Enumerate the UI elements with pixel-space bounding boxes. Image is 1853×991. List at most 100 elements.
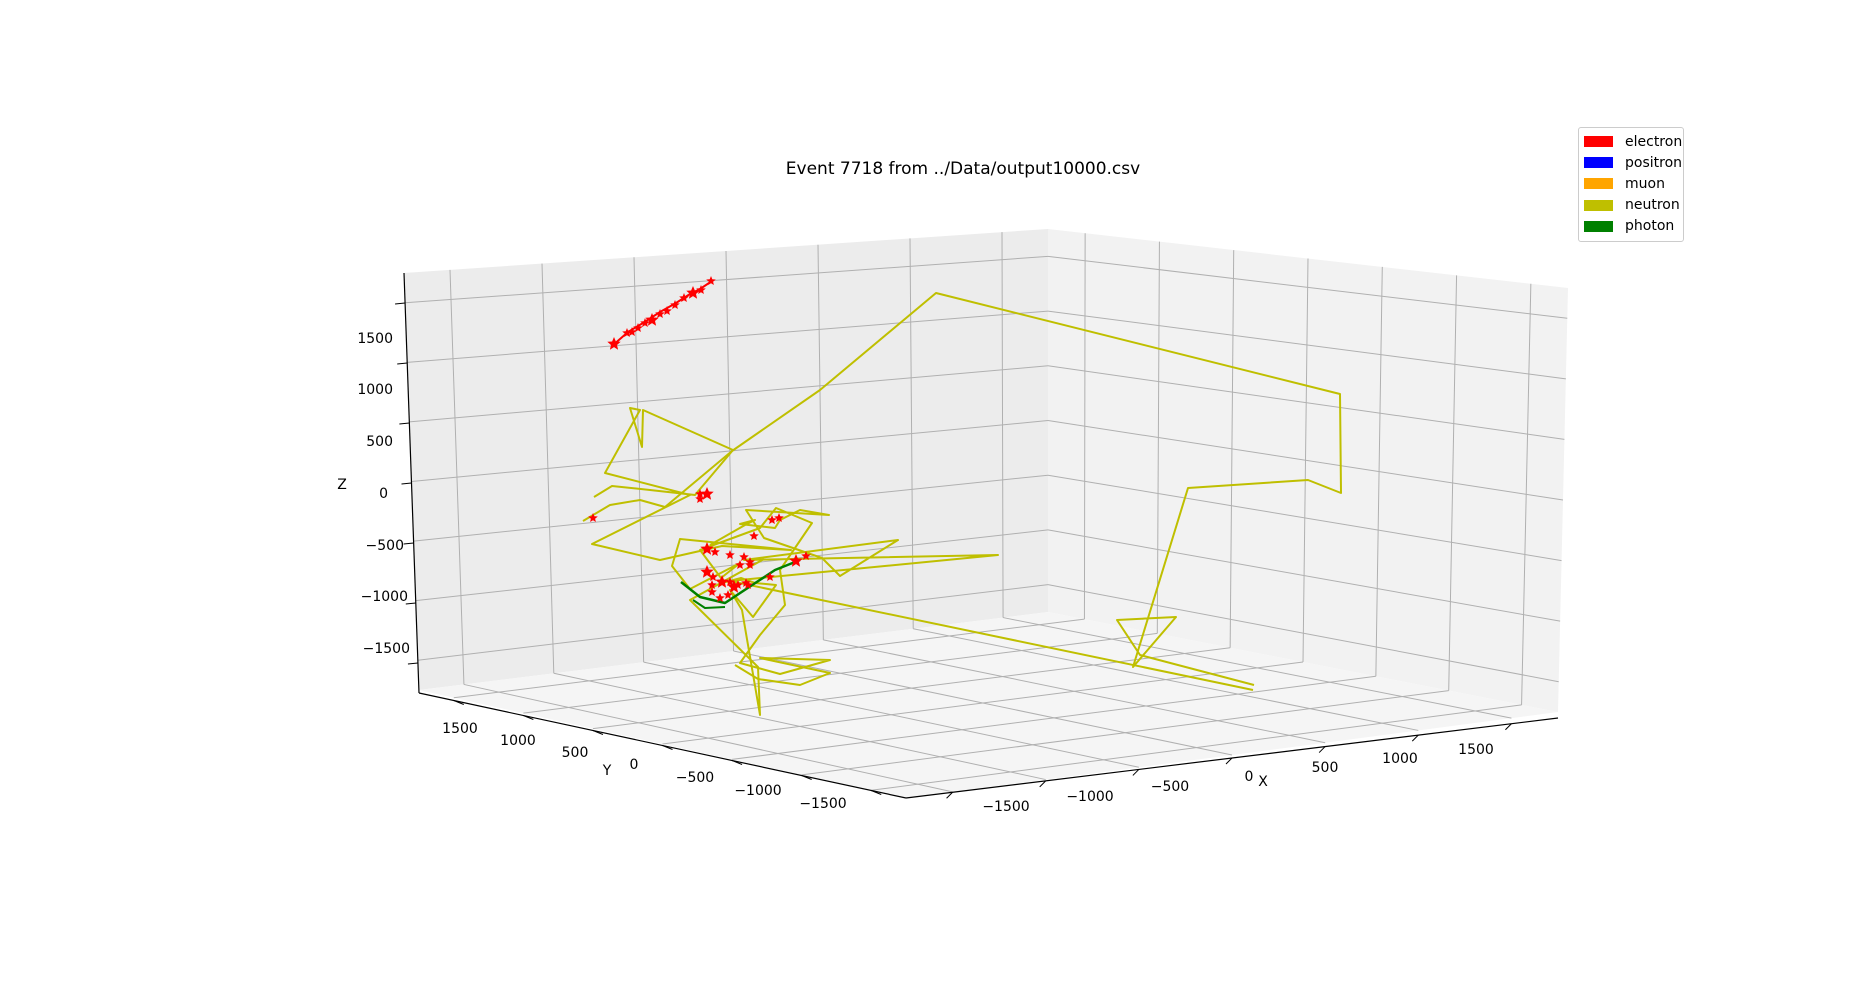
z-tick xyxy=(403,542,414,545)
hit-marker xyxy=(662,306,672,315)
z-tick xyxy=(407,662,418,665)
legend: electron positron muon neutron photon xyxy=(1578,127,1684,242)
grid-line-y xyxy=(817,244,824,640)
y-tick xyxy=(871,790,882,795)
hit-marker xyxy=(708,572,718,581)
hit-marker xyxy=(723,590,733,599)
hit-marker xyxy=(670,300,680,309)
x-tick xyxy=(1225,757,1233,765)
z-tick-label: −1500 xyxy=(363,641,410,657)
hit-marker xyxy=(695,494,705,503)
hit-marker xyxy=(588,513,598,522)
z-tick xyxy=(397,362,408,365)
photon-track xyxy=(680,558,801,605)
legend-swatch xyxy=(1584,178,1613,190)
neutron-track xyxy=(689,558,777,716)
legend-swatch xyxy=(1584,157,1613,169)
grid-line-z xyxy=(415,529,1049,602)
x-tick-label: −1500 xyxy=(982,799,1029,815)
hit-marker xyxy=(767,515,777,524)
x-tick xyxy=(1318,746,1326,753)
y-tick-label: 0 xyxy=(630,757,639,773)
legend-label: electron xyxy=(1625,133,1683,150)
hit-marker xyxy=(774,513,784,522)
y-tick-label: 500 xyxy=(562,745,589,761)
legend-swatch xyxy=(1584,199,1613,211)
hit-marker xyxy=(679,293,689,302)
hit-marker xyxy=(735,560,745,569)
hit-marker xyxy=(706,276,716,285)
hit-marker xyxy=(707,580,717,589)
hit-marker xyxy=(696,285,706,294)
grid-line-z xyxy=(411,420,1049,482)
hit-marker xyxy=(655,309,665,318)
z-tick-label: 500 xyxy=(366,434,393,450)
neutron-track xyxy=(709,509,1254,691)
hit-marker xyxy=(733,580,743,589)
hit-marker xyxy=(640,318,650,327)
grid-line-x xyxy=(553,672,1046,781)
legend-item-positron: positron xyxy=(1579,152,1683,173)
y-tick xyxy=(592,730,604,735)
y-tick-label: 1500 xyxy=(442,721,478,737)
hit-marker xyxy=(645,313,659,326)
hit-marker xyxy=(700,565,714,578)
hit-marker xyxy=(695,489,705,498)
grid-line-x xyxy=(1448,275,1458,691)
tick-marks xyxy=(395,302,1512,799)
legend-swatch xyxy=(1584,220,1613,232)
legend-label: neutron xyxy=(1625,197,1680,214)
z-tick xyxy=(405,602,416,605)
hit-marker xyxy=(725,550,735,559)
grid-line-z xyxy=(1047,529,1561,622)
y-tick xyxy=(523,715,534,720)
x-tick-label: −500 xyxy=(1151,779,1189,795)
x-tick-label: 1000 xyxy=(1382,751,1418,767)
grid-lines xyxy=(405,232,1568,793)
x-tick xyxy=(946,791,953,799)
floor-pane xyxy=(419,612,1558,798)
y-tick-label: −1000 xyxy=(734,783,781,799)
hit-marker xyxy=(765,572,775,581)
y-tick xyxy=(662,745,673,750)
legend-item-photon: photon xyxy=(1579,216,1683,237)
y-axis-label: Y xyxy=(602,763,612,779)
hit-marker xyxy=(745,560,755,569)
y-tick-label: −500 xyxy=(676,770,714,786)
back-right-pane xyxy=(1048,229,1568,712)
y-tick xyxy=(453,700,464,705)
grid-line-z xyxy=(1047,420,1564,501)
z-tick xyxy=(401,482,412,485)
z-tick-label: 0 xyxy=(379,486,388,502)
hit-marker xyxy=(789,554,803,567)
hit-marker xyxy=(749,531,759,540)
hit-marker xyxy=(801,551,811,560)
z-tick-label: 1500 xyxy=(357,331,393,347)
z-axis-label: Z xyxy=(337,477,347,493)
grid-line-z xyxy=(413,474,1049,542)
grid-line-x xyxy=(733,650,1233,756)
z-tick xyxy=(399,422,410,425)
hit-marker xyxy=(725,577,735,586)
photon-track xyxy=(692,599,726,609)
x-tick-label: −1000 xyxy=(1066,789,1113,805)
hit-marker xyxy=(715,593,725,602)
legend-label: positron xyxy=(1625,154,1683,171)
x-tick xyxy=(1039,780,1047,788)
grid-line-z xyxy=(1047,474,1562,562)
legend-item-muon: muon xyxy=(1579,173,1683,194)
legend-label: muon xyxy=(1625,175,1665,192)
grid-line-x xyxy=(463,683,953,793)
grid-line-y xyxy=(801,690,1449,776)
x-tick xyxy=(1505,723,1512,731)
legend-label: photon xyxy=(1625,218,1675,235)
y-tick xyxy=(731,760,743,765)
grid-line-y xyxy=(871,704,1522,791)
hit-marker xyxy=(741,578,751,587)
y-tick-label: −1500 xyxy=(799,796,846,812)
hit-marker xyxy=(686,286,700,299)
grid-line-z xyxy=(1047,584,1559,683)
hit-marker xyxy=(727,580,741,593)
z-tick-label: 1000 xyxy=(357,382,393,398)
